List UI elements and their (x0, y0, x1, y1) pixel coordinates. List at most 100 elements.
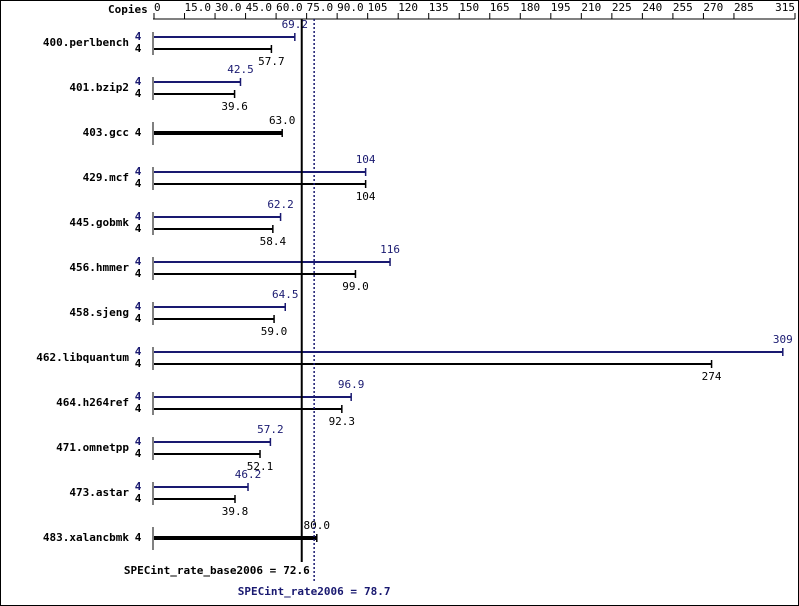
value-label: 46.2 (235, 468, 262, 481)
category-label: 483.xalancbmk (43, 531, 129, 544)
reference-label: SPECint_rate_base2006 = (124, 564, 277, 577)
bar (154, 536, 317, 540)
bar (154, 306, 286, 308)
value-label: 64.5 (272, 288, 299, 301)
category-label: 471.omnetpp (56, 441, 129, 454)
category-label: 473.astar (69, 486, 129, 499)
value-label: 59.0 (261, 325, 288, 338)
copies: 4 (135, 312, 142, 325)
copies: 4 (135, 177, 142, 190)
x-tick-label: 180 (520, 1, 540, 14)
x-tick-label: 135 (429, 1, 449, 14)
bar (154, 48, 272, 50)
category-label: 458.sjeng (69, 306, 129, 319)
x-tick-label: 120 (398, 1, 418, 14)
copies: 4 (135, 267, 142, 280)
bar (154, 318, 275, 320)
bar (154, 228, 273, 230)
copies: 4 (135, 480, 142, 493)
copies: 4 (135, 222, 142, 235)
bar (154, 216, 281, 218)
value-label: 92.3 (329, 415, 356, 428)
bar (154, 351, 783, 353)
x-tick-label: 315 (775, 1, 795, 14)
bar (154, 261, 391, 263)
copies: 4 (135, 42, 142, 55)
value-label: 80.0 (304, 519, 331, 532)
copies-header: Copies (108, 3, 148, 16)
value-label: 39.8 (222, 505, 249, 518)
value-label: 57.2 (257, 423, 284, 436)
bar (154, 486, 249, 488)
copies: 4 (135, 435, 142, 448)
copies: 4 (135, 300, 142, 313)
value-label: 99.0 (342, 280, 369, 293)
bar (154, 273, 356, 275)
x-tick-label: 105 (368, 1, 388, 14)
category-label: 400.perlbench (43, 36, 129, 49)
x-tick-label: 240 (642, 1, 662, 14)
x-tick-label: 255 (673, 1, 693, 14)
x-tick-label: 195 (551, 1, 571, 14)
bar (154, 363, 712, 365)
value-label: 116 (380, 243, 400, 256)
value-label: 274 (702, 370, 722, 383)
bar (154, 131, 283, 135)
copies: 4 (135, 531, 142, 544)
copies: 4 (135, 165, 142, 178)
copies: 4 (135, 210, 142, 223)
x-tick-label: 60.0 (276, 1, 303, 14)
x-tick-label: 75.0 (307, 1, 334, 14)
category-label: 462.libquantum (36, 351, 129, 364)
x-tick-label: 270 (703, 1, 723, 14)
copies: 4 (135, 357, 142, 370)
bar (154, 396, 352, 398)
bar (154, 183, 366, 185)
bar (154, 441, 271, 443)
reference-value: 78.7 (364, 585, 391, 598)
value-label: 309 (773, 333, 793, 346)
copies: 4 (135, 447, 142, 460)
value-label: 42.5 (227, 63, 254, 76)
category-label: 445.gobmk (69, 216, 129, 229)
x-tick-label: 165 (490, 1, 510, 14)
bar (154, 36, 295, 38)
copies: 4 (135, 402, 142, 415)
category-label: 456.hmmer (69, 261, 129, 274)
value-label: 104 (356, 153, 376, 166)
category-label: 401.bzip2 (69, 81, 129, 94)
x-tick-label: 150 (459, 1, 479, 14)
reference-value: 72.6 (283, 564, 310, 577)
x-tick-label: 45.0 (246, 1, 272, 14)
bar (154, 93, 235, 95)
bar (154, 453, 261, 455)
reference-label: SPECint_rate2006 = (238, 585, 358, 598)
x-tick-label: 225 (612, 1, 632, 14)
value-label: 104 (356, 190, 376, 203)
value-label: 52.1 (247, 460, 274, 473)
x-tick-label: 0 (154, 1, 161, 14)
category-label: 464.h264ref (56, 396, 129, 409)
value-label: 63.0 (269, 114, 296, 127)
x-tick-label: 15.0 (185, 1, 212, 14)
copies: 4 (135, 390, 142, 403)
category-label: 403.gcc (83, 126, 129, 139)
value-label: 57.7 (258, 55, 285, 68)
x-tick-label: 210 (581, 1, 601, 14)
value-label: 69.2 (282, 18, 309, 31)
value-label: 39.6 (221, 100, 248, 113)
x-tick-label: 90.0 (337, 1, 364, 14)
bar (154, 171, 366, 173)
copies: 4 (135, 75, 142, 88)
value-label: 96.9 (338, 378, 365, 391)
value-label: 62.2 (267, 198, 294, 211)
x-tick-label: 285 (734, 1, 754, 14)
bar (154, 81, 241, 83)
value-label: 58.4 (260, 235, 287, 248)
copies: 4 (135, 255, 142, 268)
bar (154, 408, 342, 410)
x-tick-label: 30.0 (215, 1, 242, 14)
copies: 4 (135, 492, 142, 505)
